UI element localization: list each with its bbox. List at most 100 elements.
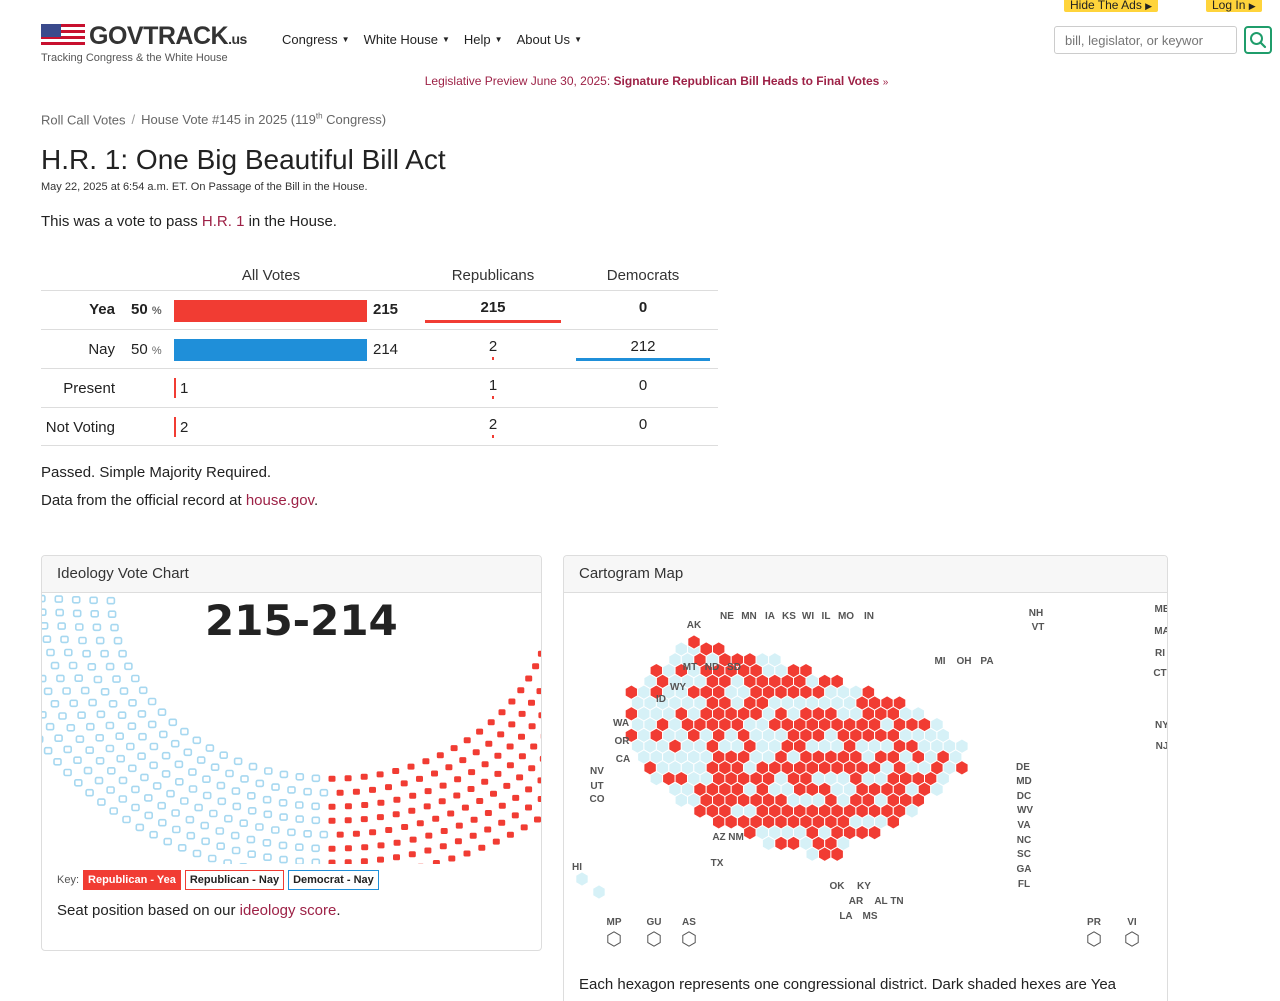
seat-republican-yea[interactable] (536, 688, 542, 695)
seat-republican-yea[interactable] (506, 831, 514, 838)
seat-democrat-nay[interactable] (295, 843, 304, 851)
seat-democrat-nay[interactable] (232, 802, 242, 811)
seat-republican-yea[interactable] (393, 839, 401, 846)
seat-republican-yea[interactable] (416, 775, 423, 782)
seat-republican-yea[interactable] (376, 814, 384, 821)
seat-republican-yea[interactable] (423, 803, 431, 810)
seat-democrat-nay[interactable] (112, 675, 121, 683)
seat-democrat-nay[interactable] (223, 859, 232, 864)
seat-democrat-nay[interactable] (303, 830, 312, 838)
district-hex[interactable] (575, 871, 589, 887)
seat-republican-yea[interactable] (392, 768, 400, 774)
seat-democrat-nay[interactable] (209, 809, 218, 818)
district-hex[interactable] (805, 846, 819, 862)
seat-republican-yea[interactable] (461, 804, 469, 811)
seat-democrat-nay[interactable] (149, 830, 158, 839)
seat-democrat-nay[interactable] (85, 788, 94, 797)
seat-democrat-nay[interactable] (207, 854, 217, 863)
seat-democrat-nay[interactable] (55, 608, 64, 617)
seat-democrat-nay[interactable] (72, 609, 82, 618)
seat-democrat-nay[interactable] (85, 746, 95, 754)
seat-democrat-nay[interactable] (110, 623, 119, 632)
seat-republican-yea[interactable] (518, 733, 525, 740)
seat-democrat-nay[interactable] (95, 757, 105, 765)
seat-democrat-nay[interactable] (172, 825, 181, 834)
seat-republican-yea[interactable] (450, 745, 458, 752)
seat-democrat-nay[interactable] (63, 648, 73, 657)
seat-republican-yea[interactable] (416, 820, 424, 827)
seat-democrat-nay[interactable] (71, 595, 81, 604)
seat-democrat-nay[interactable] (311, 774, 321, 783)
seat-republican-yea[interactable] (512, 794, 520, 801)
seat-republican-yea[interactable] (487, 719, 495, 726)
seat-republican-yea[interactable] (385, 784, 392, 791)
seat-democrat-nay[interactable] (200, 821, 209, 830)
seat-democrat-nay[interactable] (107, 610, 117, 619)
seat-democrat-nay[interactable] (100, 649, 109, 658)
seat-republican-yea[interactable] (440, 828, 448, 834)
seat-democrat-nay[interactable] (128, 764, 137, 773)
seat-democrat-nay[interactable] (116, 754, 125, 763)
district-hex[interactable] (830, 846, 844, 862)
seat-republican-yea[interactable] (336, 789, 344, 796)
seat-republican-yea[interactable] (409, 836, 417, 843)
seat-democrat-nay[interactable] (217, 797, 227, 806)
seat-republican-yea[interactable] (508, 721, 516, 728)
seat-democrat-nay[interactable] (66, 724, 76, 732)
seat-republican-yea[interactable] (530, 743, 538, 750)
seat-democrat-nay[interactable] (287, 786, 296, 794)
legislative-preview-banner[interactable]: Legislative Preview June 30, 2025: Signa… (0, 74, 1280, 88)
seat-republican-yea[interactable] (518, 710, 526, 717)
seat-democrat-nay[interactable] (113, 636, 123, 645)
seat-democrat-nay[interactable] (96, 710, 106, 719)
seat-republican-yea[interactable] (439, 843, 447, 850)
seat-democrat-nay[interactable] (202, 775, 211, 783)
seat-democrat-nay[interactable] (87, 663, 97, 671)
seat-democrat-nay[interactable] (69, 699, 79, 708)
seat-republican-yea[interactable] (352, 830, 360, 837)
seat-democrat-nay[interactable] (240, 775, 249, 783)
seat-democrat-nay[interactable] (43, 746, 53, 755)
seat-republican-yea[interactable] (537, 777, 542, 784)
seat-republican-yea[interactable] (492, 838, 500, 845)
seat-democrat-nay[interactable] (311, 816, 321, 825)
seat-democrat-nay[interactable] (311, 802, 320, 811)
seat-democrat-nay[interactable] (93, 675, 103, 684)
seat-democrat-nay[interactable] (57, 622, 67, 630)
seat-democrat-nay[interactable] (175, 778, 184, 786)
seat-democrat-nay[interactable] (216, 842, 225, 850)
seat-democrat-nay[interactable] (263, 810, 273, 819)
seat-democrat-nay[interactable] (63, 768, 72, 777)
seat-democrat-nay[interactable] (231, 846, 241, 855)
seat-republican-yea[interactable] (336, 831, 344, 838)
seat-democrat-nay[interactable] (75, 735, 85, 743)
seat-republican-yea[interactable] (393, 854, 400, 861)
district-hex[interactable] (774, 835, 788, 852)
district-hex[interactable] (855, 824, 869, 841)
seat-democrat-nay[interactable] (131, 803, 140, 812)
seat-democrat-nay[interactable] (279, 770, 289, 779)
district-hex[interactable] (905, 803, 919, 819)
seat-republican-yea[interactable] (481, 761, 489, 768)
seat-democrat-nay[interactable] (108, 700, 118, 708)
seat-democrat-nay[interactable] (58, 712, 67, 720)
seat-democrat-nay[interactable] (82, 649, 91, 658)
seat-democrat-nay[interactable] (171, 809, 180, 817)
seat-democrat-nay[interactable] (138, 732, 147, 741)
seat-democrat-nay[interactable] (231, 787, 241, 795)
district-hex[interactable] (712, 814, 726, 830)
seat-democrat-nay[interactable] (224, 814, 233, 823)
seat-democrat-nay[interactable] (166, 789, 175, 798)
district-hex[interactable] (607, 931, 621, 947)
seat-republican-yea[interactable] (472, 749, 480, 756)
district-hex[interactable] (930, 781, 944, 798)
seat-democrat-nay[interactable] (43, 687, 53, 696)
nav-about-us[interactable]: About Us ▼ (516, 32, 582, 47)
seat-democrat-nay[interactable] (246, 835, 256, 844)
seat-democrat-nay[interactable] (107, 767, 116, 775)
seat-democrat-nay[interactable] (90, 609, 100, 618)
seat-republican-yea[interactable] (467, 786, 475, 792)
seat-democrat-nay[interactable] (50, 661, 60, 670)
seat-democrat-nay[interactable] (62, 687, 71, 695)
seat-democrat-nay[interactable] (144, 811, 153, 820)
